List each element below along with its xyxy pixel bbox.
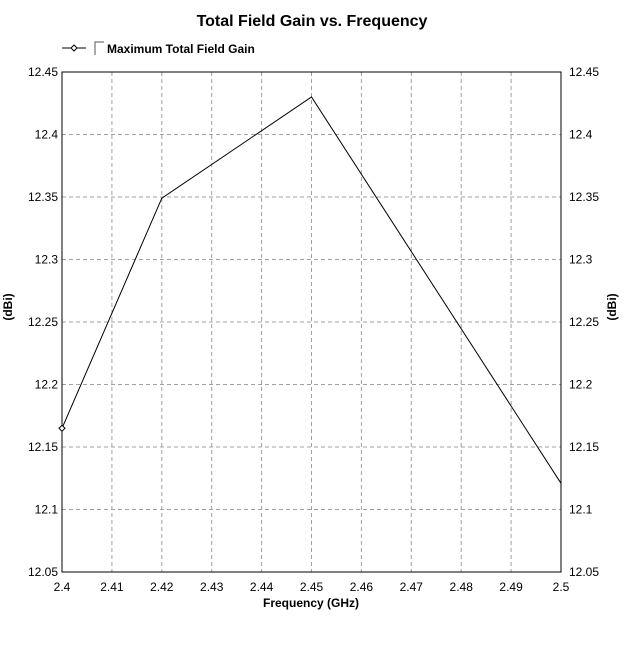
plot-area	[61, 71, 562, 573]
y-tick-label-right: 12.05	[569, 565, 599, 579]
y-tick-label-left: 12.45	[28, 65, 58, 79]
x-tick-label: 2.41	[100, 580, 124, 594]
data-point-marker	[58, 424, 66, 432]
y-tick-label-left: 12.35	[28, 190, 58, 204]
y-axis-label-left: (dBi)	[1, 293, 15, 320]
y-tick-label-right: 12.4	[569, 128, 593, 142]
series-layer	[58, 96, 562, 484]
x-tick-label: 2.49	[499, 580, 523, 594]
y-tick-label-right: 12.1	[569, 503, 593, 517]
x-axis-label: Frequency (GHz)	[263, 596, 359, 610]
y-axis-label-right: (dBi)	[605, 293, 619, 320]
gridlines	[62, 72, 561, 572]
y-tick-label-right: 12.25	[569, 315, 599, 329]
legend-swatch	[94, 41, 104, 55]
series-line	[61, 96, 562, 484]
x-tick-label: 2.4	[54, 580, 71, 594]
y-tick-label-left: 12.05	[28, 565, 58, 579]
y-tick-label-right: 12.15	[569, 440, 599, 454]
legend-diamond-marker	[70, 44, 78, 52]
y-tick-label-left: 12.4	[35, 128, 59, 142]
y-tick-label-left: 12.2	[35, 378, 59, 392]
y-tick-label-left: 12.15	[28, 440, 58, 454]
x-tick-label: 2.46	[350, 580, 374, 594]
y-tick-label-right: 12.3	[569, 253, 593, 267]
x-tick-label: 2.43	[200, 580, 224, 594]
legend-label: Maximum Total Field Gain	[107, 42, 255, 56]
y-tick-label-right: 12.45	[569, 65, 599, 79]
x-tick-label: 2.42	[150, 580, 174, 594]
x-tick-label: 2.45	[300, 580, 324, 594]
chart-title: Total Field Gain vs. Frequency	[197, 13, 428, 30]
x-tick-label: 2.44	[250, 580, 274, 594]
x-tick-label: 2.48	[450, 580, 474, 594]
x-tick-labels: 2.4 2.41 2.42 2.43 2.44 2.45 2.46 2.47 2.48 2.49 2…	[54, 580, 570, 594]
x-tick-label: 2.47	[400, 580, 424, 594]
y-tick-label-left: 12.1	[35, 503, 59, 517]
y-tick-label-left: 12.25	[28, 315, 58, 329]
y-tick-label-right: 12.2	[569, 378, 593, 392]
legend: Maximum Total Field Gain	[62, 41, 255, 56]
y-tick-label-left: 12.3	[35, 253, 59, 267]
data-point	[560, 482, 562, 484]
data-point	[161, 197, 163, 199]
y-tick-label-right: 12.35	[569, 190, 599, 204]
data-point	[311, 96, 312, 98]
x-tick-label: 2.5	[553, 580, 570, 594]
y-tick-labels: 12.05 12.05 12.1 12.1 12.15 12.15 12.2 12.2 12.2…	[28, 65, 599, 579]
